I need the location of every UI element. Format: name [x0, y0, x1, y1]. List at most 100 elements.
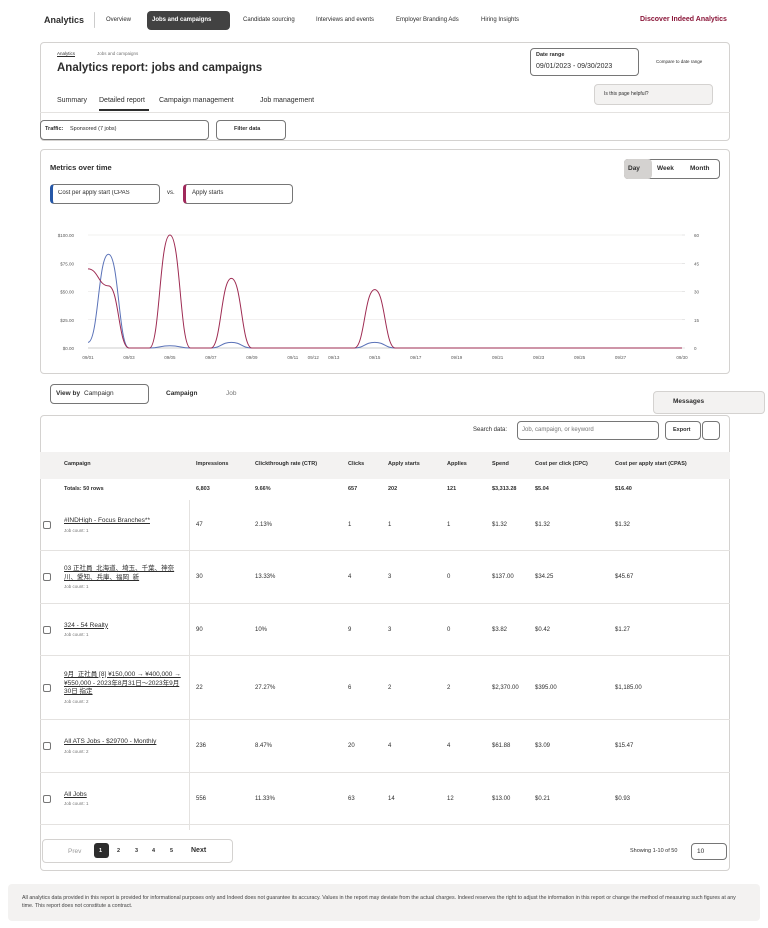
tab[interactable]: Summary: [57, 97, 87, 104]
x-tick-label: 09/01: [82, 355, 94, 360]
search-label: Search data:: [473, 427, 508, 433]
column-header[interactable]: Clickthrough rate (CTR): [255, 461, 318, 467]
nav-active-pill[interactable]: [147, 11, 230, 30]
campaign-link[interactable]: All ATS Jobs - $29700 - Monthly: [64, 738, 157, 746]
x-tick-label: 09/12: [308, 355, 320, 360]
page-number[interactable]: 4: [152, 848, 156, 854]
column-header[interactable]: Clicks: [348, 461, 365, 467]
page-number[interactable]: 2: [117, 848, 121, 854]
nav-item[interactable]: Overview: [106, 17, 132, 23]
compare-link[interactable]: Compare to date range: [656, 59, 703, 64]
per-page-select[interactable]: [691, 843, 727, 860]
nav-item[interactable]: Candidate sourcing: [243, 17, 295, 23]
page-number[interactable]: 1: [99, 848, 103, 854]
x-tick-label: 09/17: [410, 355, 422, 360]
table-row: 03 正社員_北海道、埼玉、千葉、神奈川、愛知、兵庫、福岡_新 Job count…: [40, 551, 730, 604]
metric-select-1[interactable]: [50, 184, 160, 204]
x-tick-label: 09/19: [451, 355, 463, 360]
search-input[interactable]: [517, 421, 659, 440]
helpful-box: [594, 84, 713, 105]
legend-entry: Apply starts: [192, 190, 224, 196]
campaign-cell: #INDHigh - Focus Branches** Job count: 1: [64, 500, 182, 550]
page-title: Analytics report: jobs and campaigns: [57, 62, 263, 74]
crumb[interactable]: Job: [226, 390, 237, 397]
totals-cell: $16.40: [615, 486, 632, 492]
table-cell: 8.47%: [255, 743, 273, 749]
campaign-link[interactable]: 324 - 54 Realty: [64, 621, 109, 629]
granularity-option[interactable]: Month: [690, 165, 710, 172]
row-checkbox[interactable]: [43, 521, 51, 529]
nav-item[interactable]: Hiring Insights: [481, 17, 520, 23]
x-tick-label: 09/15: [369, 355, 381, 360]
table-cell: 1: [388, 522, 392, 528]
page-number[interactable]: 5: [170, 848, 174, 854]
column-header[interactable]: Campaign: [64, 461, 91, 467]
column-header[interactable]: Apply starts: [388, 461, 420, 467]
table-cell: 6: [348, 684, 352, 691]
metric-select-2[interactable]: [183, 184, 293, 204]
view-by-select[interactable]: [50, 384, 149, 404]
row-checkbox[interactable]: [43, 683, 51, 692]
table-cell: $45.67: [615, 574, 634, 580]
column-header[interactable]: Applies: [447, 461, 467, 467]
date-label: Date range: [536, 52, 565, 58]
traffic-select[interactable]: [40, 120, 209, 140]
campaign-cell: 03 正社員_北海道、埼玉、千葉、神奈川、愛知、兵庫、福岡_新 Job count…: [64, 551, 182, 603]
table-cell: $2,370.00: [492, 684, 519, 691]
column-header[interactable]: Cost per apply start (CPAS): [615, 461, 687, 467]
table-cell: $3.09: [535, 743, 551, 749]
row-checkbox[interactable]: [43, 625, 51, 634]
date-range-box[interactable]: [530, 48, 639, 76]
view-by-value: Campaign: [84, 390, 114, 397]
messages-widget[interactable]: [653, 391, 765, 414]
column-header[interactable]: Spend: [492, 461, 509, 467]
table-cell: $1.27: [615, 626, 631, 633]
table-row: 9月_正社員 [8] ¥150,000 → ¥400,000 → ¥550,00…: [40, 656, 730, 720]
filter-button[interactable]: [216, 120, 286, 140]
nav-item[interactable]: Interviews and events: [316, 17, 375, 23]
campaign-link[interactable]: #INDHigh - Focus Branches**: [64, 517, 150, 525]
nav-item[interactable]: Employer Branding Ads: [396, 17, 459, 23]
more-button[interactable]: [702, 421, 720, 440]
crumb[interactable]: Campaign: [166, 390, 198, 397]
tab[interactable]: Campaign management: [159, 97, 234, 104]
granularity-selected[interactable]: [624, 159, 652, 179]
prev-button: Prev: [68, 848, 82, 855]
page-number[interactable]: 3: [135, 848, 139, 854]
table-cell: $34.25: [535, 574, 554, 580]
nav-item[interactable]: Jobs and campaigns: [152, 17, 212, 23]
y2-tick-label: 15: [694, 318, 700, 323]
table-cell: 2: [447, 684, 451, 691]
table-cell: $137.00: [492, 574, 514, 580]
export-button[interactable]: [665, 421, 701, 440]
campaign-link[interactable]: 03 正社員_北海道、埼玉、千葉、神奈川、愛知、兵庫、福岡_新: [64, 564, 175, 581]
row-checkbox[interactable]: [43, 573, 51, 581]
campaign-link[interactable]: All Jobs: [64, 790, 87, 798]
table-cell: 11.33%: [255, 795, 275, 802]
column-header[interactable]: Impressions: [196, 461, 229, 467]
page-selected[interactable]: [94, 843, 109, 858]
table-cell: 12: [447, 795, 454, 802]
campaign-link[interactable]: 9月_正社員 [8] ¥150,000 → ¥400,000 → ¥550,00…: [64, 670, 181, 696]
job-count: Job count: 1: [64, 527, 89, 533]
table-cell: 20: [348, 743, 355, 749]
x-tick-label: 09/23: [533, 355, 545, 360]
pagination-box: [42, 839, 233, 863]
search-placeholder: Job, campaign, or keyword: [522, 427, 594, 433]
table-cell: $1.32: [615, 522, 631, 528]
nav-cta[interactable]: Discover Indeed Analytics: [640, 16, 727, 23]
column-header[interactable]: Cost per click (CPC): [535, 461, 588, 467]
tab[interactable]: Detailed report: [99, 97, 145, 104]
traffic-label: Traffic:: [45, 126, 64, 132]
tab[interactable]: Job management: [260, 97, 315, 104]
breadcrumb[interactable]: Analytics: [57, 51, 76, 56]
table-cell: 4: [388, 743, 392, 749]
next-button[interactable]: Next: [191, 847, 207, 854]
row-checkbox[interactable]: [43, 794, 51, 803]
row-checkbox[interactable]: [43, 742, 51, 750]
table-cell: 3: [388, 626, 392, 633]
granularity-option[interactable]: Week: [657, 165, 674, 172]
table-cell: 1: [447, 522, 451, 528]
granularity-option[interactable]: Day: [628, 165, 640, 172]
